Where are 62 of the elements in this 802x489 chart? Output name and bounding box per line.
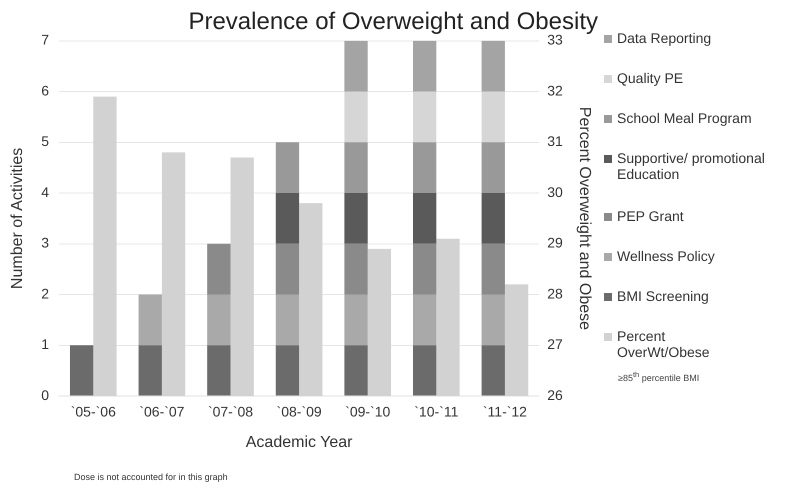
legend-label: Quality PE [617, 70, 684, 86]
bar [138, 345, 162, 396]
y-tick-label: 7 [41, 32, 50, 48]
bar [344, 40, 368, 92]
text: ≥85$^{th}$ percentile BMI [618, 370, 700, 383]
y2-tick-label: 31 [547, 133, 564, 150]
legend-label: Data Reporting [617, 30, 712, 46]
y-tick-label: 2 [41, 285, 50, 302]
x-tick-label: `10-`11 [414, 403, 459, 420]
x-tick-label: `05-`06 [70, 403, 116, 420]
bar [412, 244, 436, 295]
y-axis-title: Number of Activities [9, 148, 26, 290]
bar [70, 345, 94, 396]
x-tick-label: `07-`08 [208, 403, 254, 420]
bar [207, 244, 230, 295]
bar [207, 345, 230, 396]
bar [412, 345, 436, 396]
bar [482, 92, 505, 142]
bar [344, 142, 368, 194]
legend-label: School Meal Program [617, 110, 752, 126]
x-tick-label: `11-`12 [482, 403, 528, 420]
bar [276, 244, 300, 295]
y-tick-label: 4 [41, 184, 50, 200]
y-tick-label: 0 [41, 386, 50, 403]
bar [276, 142, 300, 194]
text: Dose is not accounted for in this graph [74, 472, 228, 482]
bar [482, 142, 505, 194]
legend-label: Wellness Policy [617, 248, 715, 264]
y-tick-label: 1 [41, 336, 50, 352]
bar [412, 193, 436, 244]
x-tick-label: `06-`07 [139, 403, 185, 420]
legend-label: Supportive/ promotional Education [617, 150, 766, 182]
y-tick-label: 3 [41, 234, 50, 251]
x-axis-title: Academic Year [246, 434, 354, 451]
y-tick-label: 5 [41, 133, 50, 150]
bar [276, 193, 300, 244]
y2-tick-label: 28 [547, 285, 564, 302]
bar [207, 294, 230, 346]
bar [412, 294, 436, 346]
legend-label: BMI Screening [617, 288, 709, 304]
y2-tick-label: 30 [547, 184, 564, 200]
legend-label: PEP Grant [617, 208, 684, 224]
bar [412, 142, 436, 194]
y2-axis-title: Percent Overweight and Obese [576, 106, 593, 330]
y2-tick-label: 27 [547, 336, 564, 352]
x-tick-label: `08-`09 [276, 403, 322, 420]
y-tick-label: 6 [41, 82, 50, 98]
y2-tick-label: 26 [547, 386, 564, 403]
bar [344, 92, 368, 142]
y2-tick-label: 32 [547, 82, 564, 98]
bar [344, 193, 368, 244]
x-tick-label: `09-`10 [345, 403, 390, 420]
bar [482, 244, 505, 295]
bar [276, 345, 300, 396]
bar [412, 40, 436, 92]
y2-tick-label: 29 [547, 234, 564, 251]
bar [138, 294, 162, 346]
bar [482, 40, 505, 92]
legend-label: Percent OverWt/Obese [617, 328, 711, 360]
bar [412, 92, 436, 142]
bar [482, 193, 505, 244]
bar [276, 294, 300, 346]
